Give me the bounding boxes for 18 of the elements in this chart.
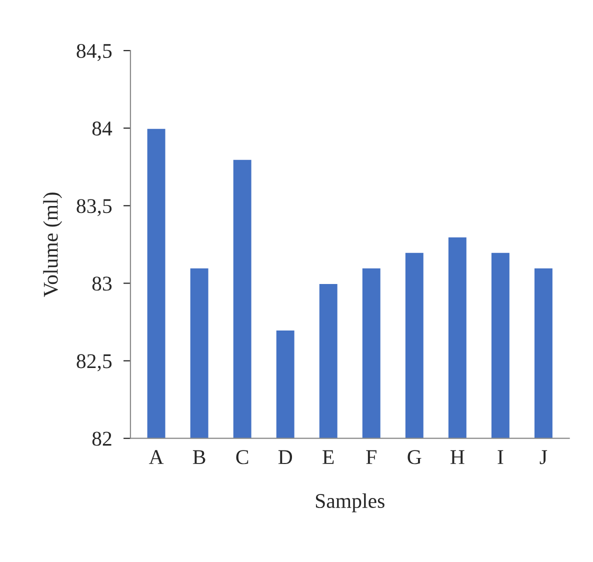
- x-tick-label: J: [540, 450, 548, 464]
- x-tick-label: F: [366, 450, 376, 464]
- y-tick-label: 82,5: [76, 354, 112, 372]
- x-tick-label: H: [450, 450, 464, 464]
- x-tick-label: E: [322, 450, 334, 464]
- y-tick-label: 84,5: [76, 44, 112, 62]
- x-tick-label: B: [192, 450, 206, 464]
- x-axis-title: Samples: [316, 493, 384, 512]
- x-tick-label: D: [278, 450, 292, 464]
- y-tick-label: 82: [92, 432, 112, 446]
- x-tick-label: G: [408, 450, 422, 464]
- y-tick-label: 83: [92, 276, 112, 291]
- x-tick-label: A: [148, 450, 164, 464]
- x-tick-label: I: [498, 450, 504, 464]
- x-tick-label: C: [236, 450, 248, 464]
- y-tick-label: 84: [92, 122, 112, 136]
- y-axis-title: Volume (ml): [43, 192, 62, 297]
- y-tick-label: 83,5: [76, 199, 112, 216]
